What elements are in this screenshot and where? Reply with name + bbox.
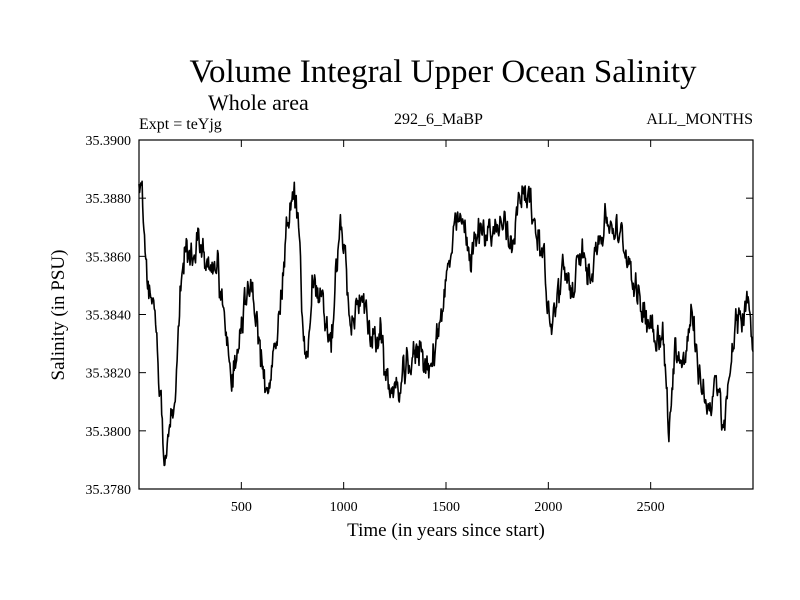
series-line-salinity	[138, 180, 754, 467]
chart-subtitle: Whole area	[208, 90, 309, 115]
chart-title: Volume Integral Upper Ocean Salinity	[189, 54, 697, 90]
x-tick-label: 1000	[330, 500, 358, 515]
x-axis-label: Time (in years since start)	[347, 520, 545, 541]
y-axis-label: Salinity (in PSU)	[48, 250, 69, 381]
x-tick-label: 1500	[432, 500, 460, 515]
y-tick-label: 35.3900	[86, 134, 132, 149]
y-tick-label: 35.3820	[86, 367, 132, 382]
y-tick-label: 35.3780	[86, 483, 132, 498]
months-label: ALL_MONTHS	[646, 111, 753, 128]
y-axis: 35.3780 35.3800 35.3820 35.3840 35.3860 35.38…	[86, 134, 753, 498]
plot-frame	[138, 139, 754, 490]
plot-area	[138, 139, 754, 490]
y-tick-label: 35.3860	[86, 250, 132, 265]
x-tick-label: 2500	[637, 500, 665, 515]
run-label: 292_6_MaBP	[394, 111, 483, 128]
expt-label: Expt = teYjg	[139, 116, 222, 133]
series-group	[138, 180, 754, 467]
x-tick-label: 2000	[534, 500, 562, 515]
y-tick-label: 35.3840	[86, 309, 132, 324]
x-axis: 500 1000 1500 2000 2500	[231, 140, 665, 515]
x-tick-label: 500	[231, 500, 252, 515]
y-tick-label: 35.3800	[86, 425, 132, 440]
y-tick-label: 35.3880	[86, 192, 132, 207]
